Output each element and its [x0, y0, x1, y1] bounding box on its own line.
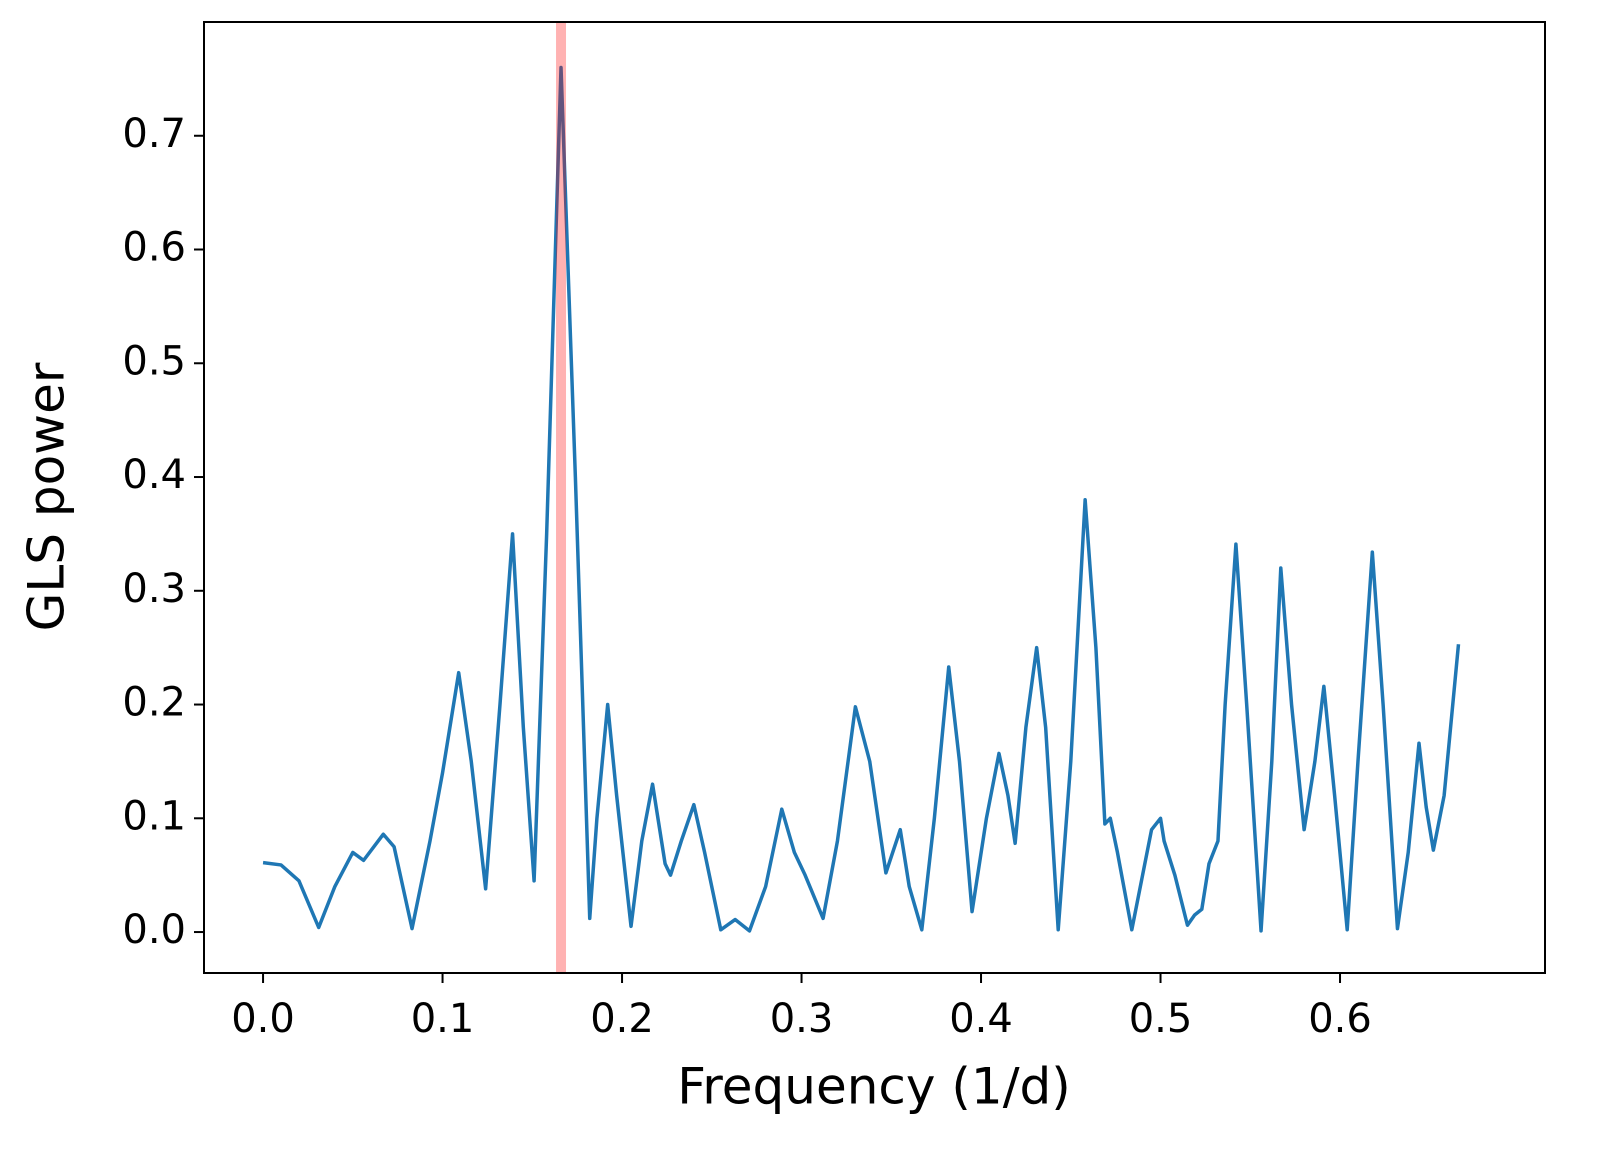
x-axis-label: Frequency (1/d) [677, 1058, 1071, 1116]
x-tick-label: 0.2 [590, 996, 654, 1042]
y-tick-label: 0.2 [122, 680, 186, 726]
y-tick-label: 0.0 [122, 907, 186, 953]
y-tick-label: 0.6 [122, 225, 186, 271]
x-tick-label: 0.4 [949, 996, 1013, 1042]
x-tick-label: 0.6 [1308, 996, 1372, 1042]
y-tick-label: 0.1 [122, 793, 186, 839]
y-tick-label: 0.7 [122, 111, 186, 157]
y-axis-label: GLS power [18, 362, 76, 631]
series-line [262, 65, 1461, 933]
y-tick-label: 0.4 [122, 452, 186, 498]
x-tick-label: 0.0 [231, 996, 295, 1042]
x-tick-label: 0.1 [411, 996, 475, 1042]
x-tick-label: 0.5 [1129, 996, 1193, 1042]
y-tick-label: 0.3 [122, 566, 186, 612]
x-tick-label: 0.3 [770, 996, 834, 1042]
plot-frame [203, 21, 1546, 974]
y-tick-label: 0.5 [122, 338, 186, 384]
